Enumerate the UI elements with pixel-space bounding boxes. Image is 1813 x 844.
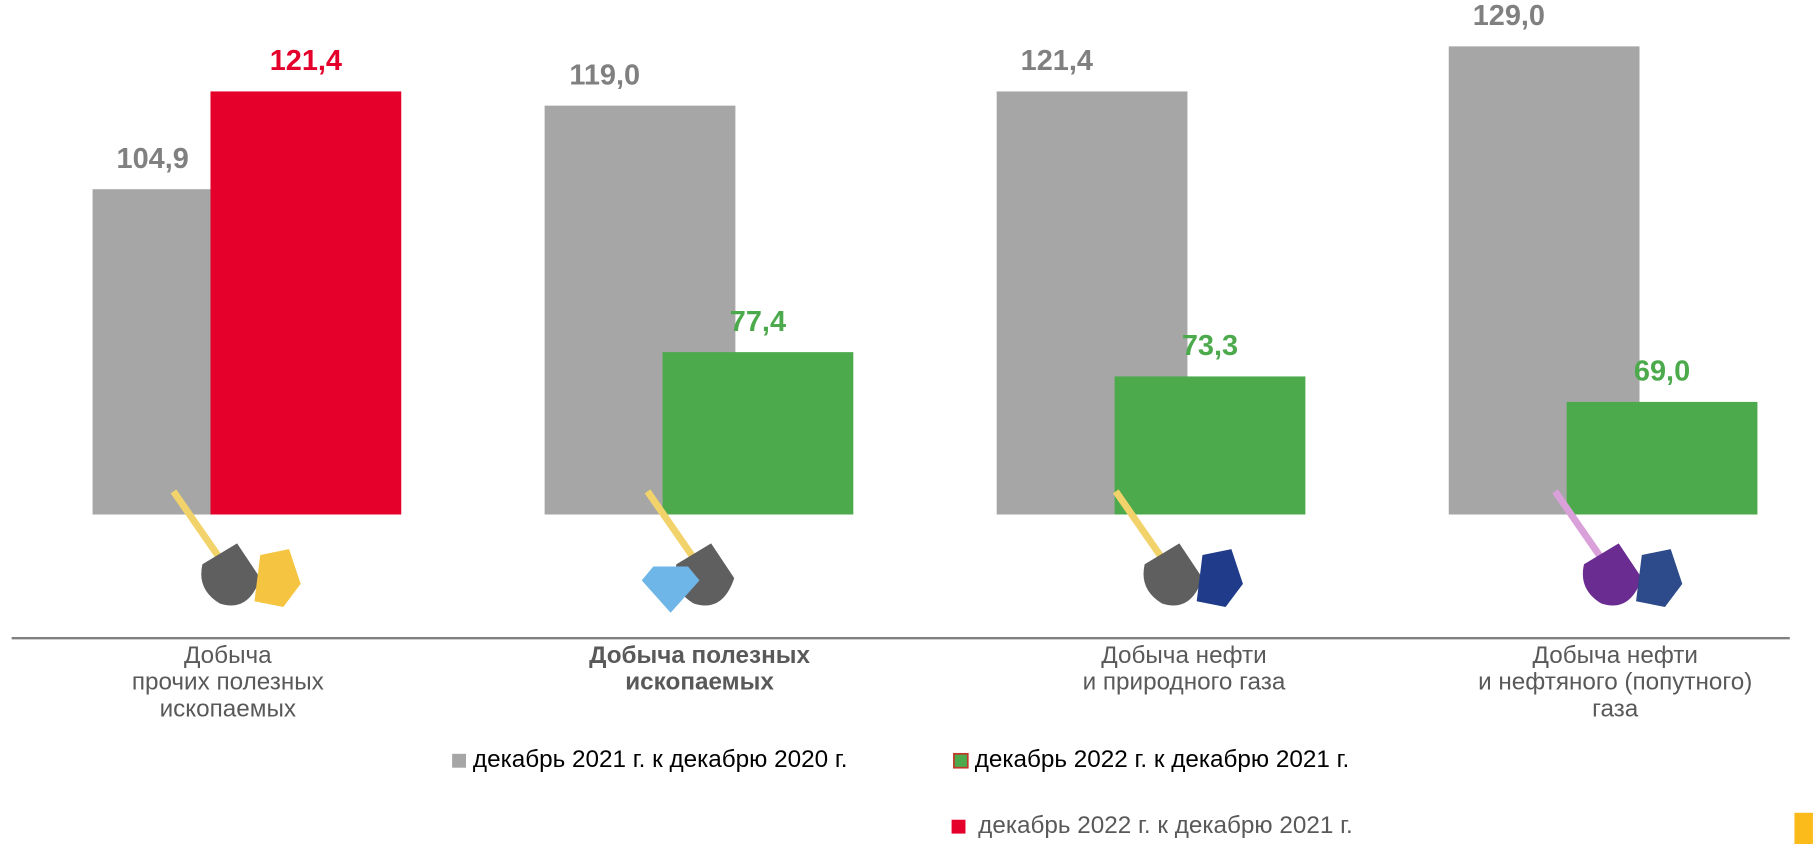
shovel-blade [201, 543, 261, 606]
category-icon [641, 489, 735, 613]
value-label: 77,4 [730, 306, 786, 338]
mineral [254, 549, 301, 607]
value-label: 104,9 [117, 143, 189, 175]
category-label: и нефтяного (попутного) [1478, 669, 1752, 696]
category-icon [1552, 489, 1683, 607]
value-label: 121,4 [1021, 45, 1093, 77]
shovel-handle [644, 489, 703, 569]
shovel-blade [1143, 543, 1203, 606]
category-label: прочих полезных [132, 669, 324, 696]
mineral [1196, 549, 1243, 607]
bar [1114, 376, 1306, 515]
legend-label: декабрь 2021 г. к декабрю 2020 г. [473, 746, 848, 773]
legend-label: декабрь 2022 г. к декабрю 2021 г. [975, 746, 1350, 773]
category-label: ископаемых [160, 695, 296, 722]
value-label: 69,0 [1634, 356, 1690, 388]
shovel-handle [170, 489, 229, 569]
category-icon [1112, 489, 1243, 607]
bar [1566, 401, 1758, 515]
category-label: Добыча нефти [1533, 642, 1698, 669]
category-label: ископаемых [625, 669, 774, 696]
legend-swatch [951, 819, 966, 834]
value-label: 119,0 [569, 59, 640, 91]
shovel-blade [1582, 543, 1642, 606]
category-label: газа [1592, 695, 1639, 722]
mineral [641, 566, 700, 613]
value-label: 121,4 [270, 45, 342, 77]
bar [210, 91, 402, 515]
value-label: 73,3 [1182, 330, 1238, 362]
decoration [1794, 812, 1813, 844]
shovel-handle [1112, 489, 1171, 569]
legend-swatch [452, 753, 467, 768]
category-label: Добыча [184, 642, 272, 669]
category-label: Добыча нефти [1101, 642, 1266, 669]
category-label: и природного газа [1083, 669, 1286, 696]
shovel-handle [1552, 489, 1610, 569]
legend-swatch [953, 752, 969, 769]
bar [662, 352, 854, 515]
category-icon [170, 489, 301, 607]
mineral [1636, 549, 1683, 607]
value-label: 129,0 [1473, 0, 1545, 32]
category-label: Добыча полезных [589, 642, 810, 669]
legend-label: декабрь 2022 г. к декабрю 2021 г. [978, 812, 1353, 839]
